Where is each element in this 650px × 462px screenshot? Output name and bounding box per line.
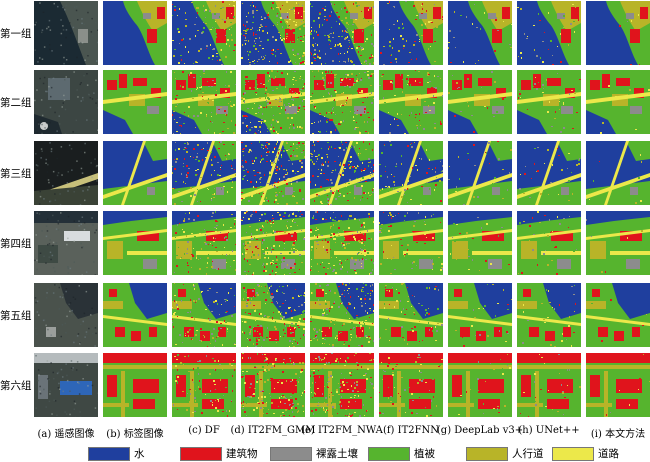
tile-row5-method-6 <box>448 283 512 347</box>
tile-row1-method-3 <box>241 1 305 65</box>
tile-row1-method-7 <box>517 1 581 65</box>
tile-row6-method-6 <box>448 353 512 417</box>
tile-row6-method-3 <box>241 353 305 417</box>
row-label-3: 第三组 <box>0 168 32 180</box>
legend-swatch-2 <box>180 447 222 461</box>
tile-row1-method-8 <box>586 1 650 65</box>
tile-row3-method-3 <box>241 141 305 205</box>
tile-row4-label-map <box>103 211 167 275</box>
tile-row3-method-8 <box>586 141 650 205</box>
tile-row4-remote-image <box>34 211 98 275</box>
tile-row5-method-5 <box>379 283 443 347</box>
tile-row6-method-5 <box>379 353 443 417</box>
tile-row1-label-map <box>103 1 167 65</box>
tile-row6-remote-image <box>34 353 98 417</box>
tile-row5-method-7 <box>517 283 581 347</box>
column-label-5: (e) IT2FM_NWA <box>301 425 383 436</box>
tile-row6-method-4 <box>310 353 374 417</box>
legend-swatch-1 <box>88 447 130 461</box>
legend-label-3: 裸露土壤 <box>316 448 358 460</box>
column-label-8: (h) UNet++ <box>518 425 580 436</box>
legend-label-6: 道路 <box>598 448 619 460</box>
row-label-5: 第五组 <box>0 310 32 322</box>
tile-row6-label-map <box>103 353 167 417</box>
tile-row2-method-7 <box>517 70 581 134</box>
tile-row5-label-map <box>103 283 167 347</box>
tile-row2-method-8 <box>586 70 650 134</box>
column-label-9: (i) 本文方法 <box>590 429 646 440</box>
column-label-1: (a) 遥感图像 <box>37 429 95 440</box>
legend-label-4: 植被 <box>414 448 435 460</box>
tile-row5-method-3 <box>241 283 305 347</box>
row-label-6: 第六组 <box>0 380 32 392</box>
tile-row5-method-8 <box>586 283 650 347</box>
legend-label-1: 水 <box>134 448 145 460</box>
tile-row3-method-6 <box>448 141 512 205</box>
tile-row2-method-6 <box>448 70 512 134</box>
tile-row2-method-5 <box>379 70 443 134</box>
tile-row4-method-5 <box>379 211 443 275</box>
tile-row2-method-4 <box>310 70 374 134</box>
tile-row3-remote-image <box>34 141 98 205</box>
tile-row5-remote-image <box>34 283 98 347</box>
tile-row4-method-7 <box>517 211 581 275</box>
tile-row6-method-8 <box>586 353 650 417</box>
tile-row6-method-7 <box>517 353 581 417</box>
tile-row2-method-2 <box>172 70 236 134</box>
tile-row5-method-4 <box>310 283 374 347</box>
tile-row1-method-5 <box>379 1 443 65</box>
tile-row3-label-map <box>103 141 167 205</box>
tile-row2-remote-image <box>34 70 98 134</box>
tile-row2-method-3 <box>241 70 305 134</box>
tile-row1-method-2 <box>172 1 236 65</box>
tile-row4-method-3 <box>241 211 305 275</box>
column-label-3: (c) DF <box>188 425 220 436</box>
tile-row4-method-6 <box>448 211 512 275</box>
tile-row4-method-4 <box>310 211 374 275</box>
tile-row6-method-2 <box>172 353 236 417</box>
tile-row4-method-8 <box>586 211 650 275</box>
legend-label-5: 人行道 <box>512 448 544 460</box>
tile-row3-method-5 <box>379 141 443 205</box>
tile-row1-method-6 <box>448 1 512 65</box>
tile-row3-method-7 <box>517 141 581 205</box>
row-label-4: 第四组 <box>0 238 32 250</box>
legend-swatch-6 <box>552 447 594 461</box>
row-label-1: 第一组 <box>0 28 32 40</box>
column-label-7: (g) DeepLab v3+ <box>436 425 524 436</box>
tile-row1-remote-image <box>34 1 98 65</box>
tile-row3-method-4 <box>310 141 374 205</box>
column-label-6: (f) IT2FNN <box>382 425 440 436</box>
tile-row1-method-4 <box>310 1 374 65</box>
legend-swatch-3 <box>270 447 312 461</box>
column-label-2: (b) 标签图像 <box>106 429 164 440</box>
tile-row2-label-map <box>103 70 167 134</box>
tile-row5-method-2 <box>172 283 236 347</box>
column-label-4: (d) IT2FM_GMM <box>230 425 316 436</box>
tile-row4-method-2 <box>172 211 236 275</box>
legend: 水 建筑物 裸露土壤 植被 人行道 道路 <box>0 446 650 462</box>
tile-row3-method-2 <box>172 141 236 205</box>
legend-swatch-4 <box>368 447 410 461</box>
row-label-2: 第二组 <box>0 97 32 109</box>
legend-swatch-5 <box>466 447 508 461</box>
legend-label-2: 建筑物 <box>226 448 258 460</box>
